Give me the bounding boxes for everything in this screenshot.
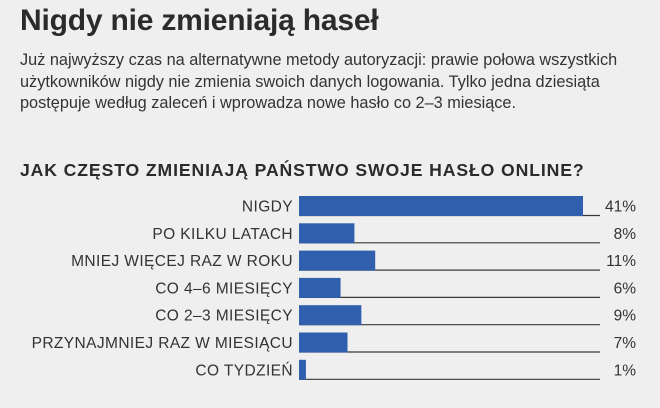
chart-question: JAK CZĘSTO ZMIENIAJĄ PAŃSTWO SWOJE HASŁO…	[20, 160, 585, 180]
category-label: CO 2–3 MIESIĘCY	[155, 308, 293, 325]
bar	[299, 359, 306, 380]
bar	[299, 332, 348, 353]
value-label: 9%	[614, 308, 637, 325]
value-label: 8%	[614, 226, 637, 243]
bar	[299, 250, 376, 271]
category-label: CO 4–6 MIESIĘCY	[155, 280, 293, 297]
value-label: 7%	[614, 335, 637, 352]
bar	[299, 277, 341, 298]
bar	[299, 305, 362, 326]
value-label: 11%	[606, 253, 636, 270]
bar	[299, 196, 583, 216]
value-label: 41%	[605, 199, 636, 216]
category-label: PRZYNAJMNIEJ RAZ W MIESIĄCU	[32, 335, 293, 352]
category-label: NIGDY	[242, 199, 293, 216]
category-label: PO KILKU LATACH	[152, 226, 293, 243]
category-label: CO TYDZIEŃ	[195, 362, 293, 379]
value-label: 1%	[614, 362, 637, 379]
value-label: 6%	[614, 280, 637, 297]
bar	[299, 223, 355, 244]
category-label: MNIEJ WIĘCEJ RAZ W ROKU	[71, 253, 293, 270]
chart-title: Nigdy nie zmieniają haseł	[20, 4, 379, 37]
chart-description: Już najwyższy czas na alternatywne metod…	[20, 51, 618, 112]
